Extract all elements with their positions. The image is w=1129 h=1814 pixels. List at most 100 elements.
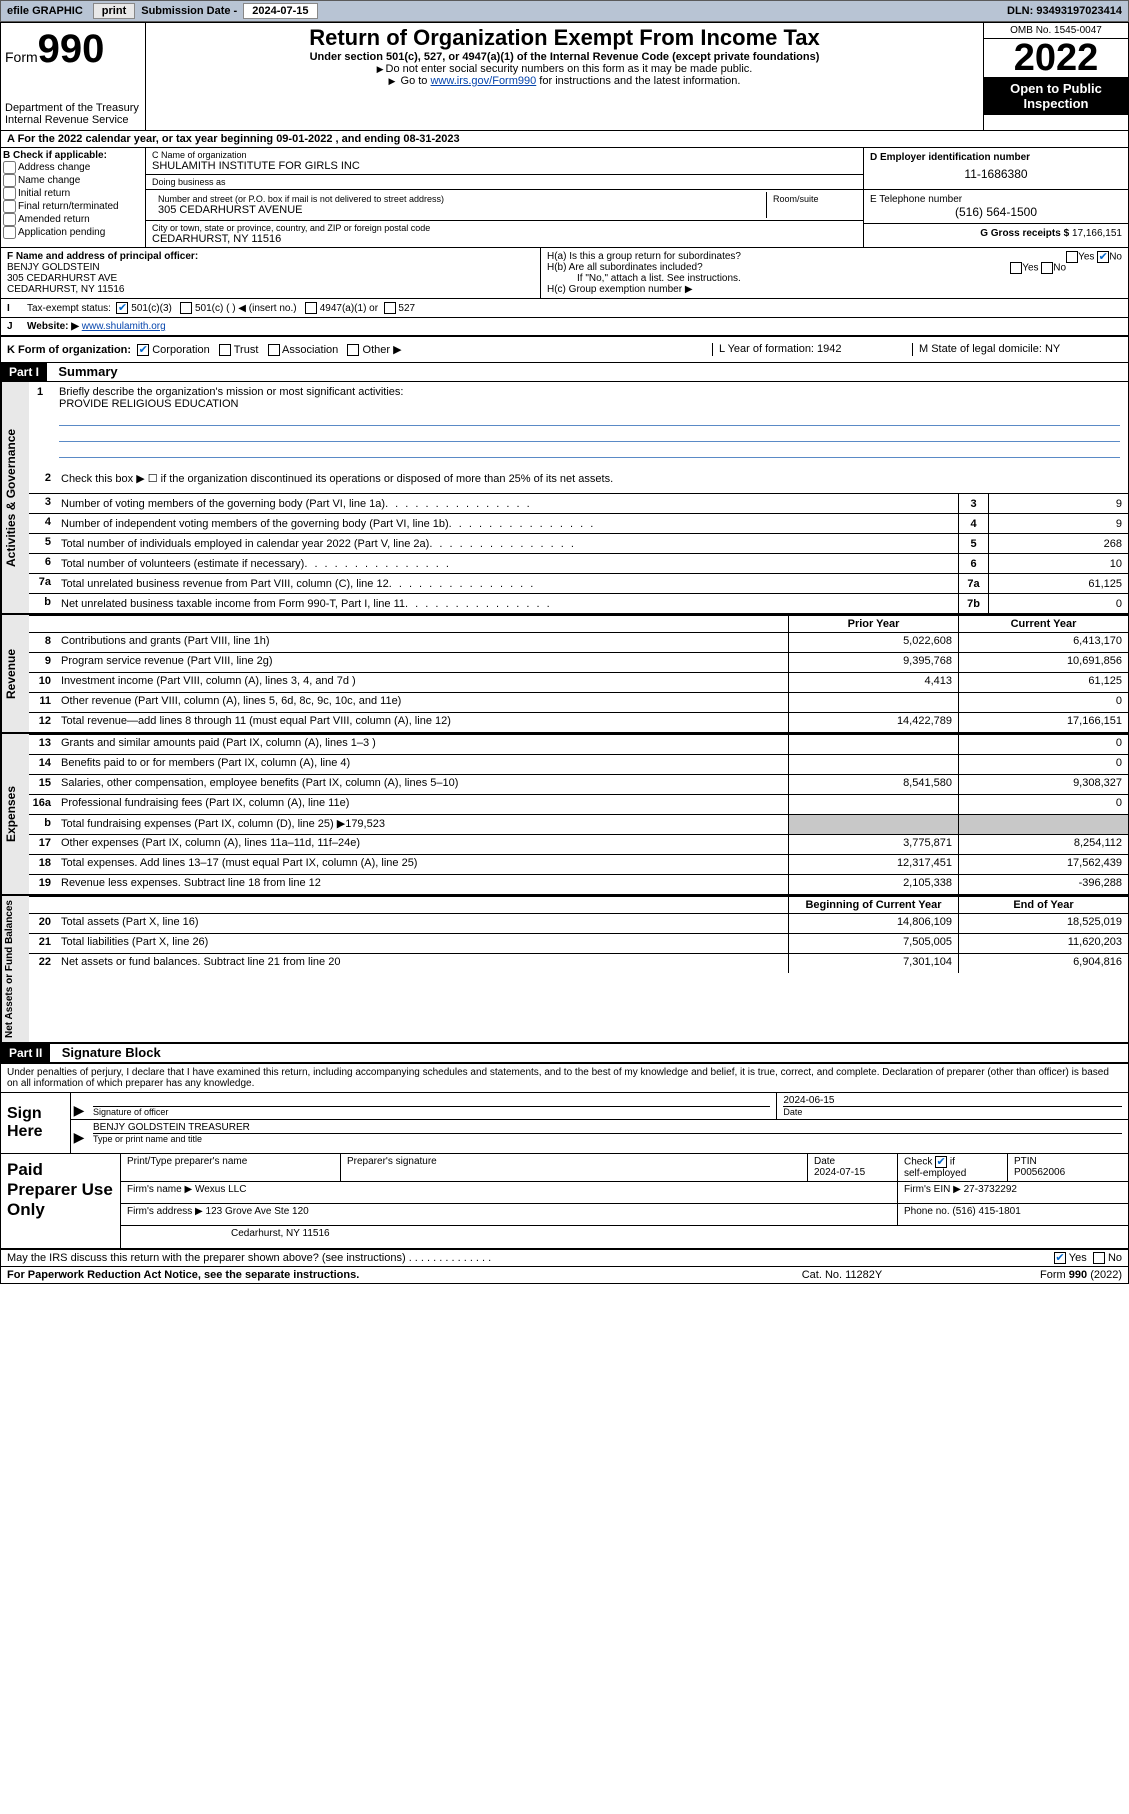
- header-mid: Return of Organization Exempt From Incom…: [146, 23, 983, 130]
- website-label: Website: ▶: [27, 321, 79, 332]
- gov-line: 6Total number of volunteers (estimate if…: [29, 553, 1128, 573]
- mission-text: PROVIDE RELIGIOUS EDUCATION: [59, 398, 239, 410]
- line2-discontinue: Check this box ▶ ☐ if the organization d…: [57, 470, 1128, 487]
- hb-label: H(b) Are all subordinates included?: [547, 262, 703, 273]
- data-line: bTotal fundraising expenses (Part IX, co…: [29, 814, 1128, 834]
- row-j: J Website: ▶ www.shulamith.org: [1, 318, 1128, 335]
- mission-line: [59, 412, 1120, 426]
- firm-addr1: 123 Grove Ave Ste 120: [206, 1206, 309, 1217]
- box-b-label: B Check if applicable:: [3, 150, 143, 161]
- firm-addr-label: Firm's address ▶: [127, 1206, 203, 1217]
- chk-name[interactable]: Name change: [3, 174, 143, 187]
- data-line: 11Other revenue (Part VIII, column (A), …: [29, 692, 1128, 712]
- activities-governance: Activities & Governance 1 Briefly descri…: [1, 382, 1128, 613]
- ptin: P00562006: [1014, 1167, 1065, 1178]
- data-line: 16aProfessional fundraising fees (Part I…: [29, 794, 1128, 814]
- gov-line: 7aTotal unrelated business revenue from …: [29, 573, 1128, 593]
- chk-other[interactable]: [347, 344, 359, 356]
- hc-label: H(c) Group exemption number ▶: [547, 284, 1122, 295]
- chk-selfemp[interactable]: [935, 1156, 947, 1168]
- gov-line: bNet unrelated business taxable income f…: [29, 593, 1128, 613]
- data-line: 9Program service revenue (Part VIII, lin…: [29, 652, 1128, 672]
- firm-ein-label: Firm's EIN ▶: [904, 1184, 961, 1195]
- sig-arrow-icon: ▶: [71, 1093, 87, 1119]
- room-label: Room/suite: [767, 192, 857, 218]
- chk-501c[interactable]: [180, 302, 192, 314]
- part1-title: Summary: [50, 362, 125, 381]
- chk-corp[interactable]: [137, 344, 149, 356]
- header-right: OMB No. 1545-0047 2022 Open to Public In…: [983, 23, 1128, 130]
- firm-phone-label: Phone no.: [904, 1206, 950, 1217]
- chk-527[interactable]: [384, 302, 396, 314]
- tax-year: 2022: [984, 39, 1128, 77]
- website-link[interactable]: www.shulamith.org: [82, 321, 166, 332]
- discuss-yes[interactable]: [1054, 1252, 1066, 1264]
- state-domicile: M State of legal domicile: NY: [912, 343, 1122, 356]
- data-line: 22Net assets or fund balances. Subtract …: [29, 953, 1128, 973]
- irs-label: Internal Revenue Service: [5, 114, 141, 126]
- header-left: Form990 Department of the Treasury Inter…: [1, 23, 146, 130]
- mission-label: Briefly describe the organization's miss…: [59, 386, 403, 398]
- print-button[interactable]: print: [93, 3, 135, 19]
- chk-501c3[interactable]: [116, 302, 128, 314]
- part1-label: Part I: [1, 363, 47, 381]
- data-line: 19Revenue less expenses. Subtract line 1…: [29, 874, 1128, 894]
- chk-address[interactable]: Address change: [3, 161, 143, 174]
- chk-trust[interactable]: [219, 344, 231, 356]
- chk-final[interactable]: Final return/terminated: [3, 200, 143, 213]
- data-line: 13Grants and similar amounts paid (Part …: [29, 734, 1128, 754]
- city-label: City or town, state or province, country…: [152, 223, 857, 233]
- pra-notice: For Paperwork Reduction Act Notice, see …: [7, 1269, 742, 1281]
- data-line: 14Benefits paid to or for members (Part …: [29, 754, 1128, 774]
- open-public: Open to Public Inspection: [984, 77, 1128, 115]
- ha-yes[interactable]: [1066, 251, 1078, 263]
- dept-treasury: Department of the Treasury: [5, 102, 141, 114]
- discuss-no[interactable]: [1093, 1252, 1105, 1264]
- sig-intro: Under penalties of perjury, I declare th…: [1, 1063, 1128, 1092]
- form-990: Form990 Department of the Treasury Inter…: [0, 22, 1129, 1284]
- prep-sig-hdr: Preparer's signature: [341, 1154, 808, 1181]
- ein: 11-1686380: [870, 163, 1122, 185]
- discuss-row: May the IRS discuss this return with the…: [1, 1250, 1128, 1267]
- data-line: 20Total assets (Part X, line 16)14,806,1…: [29, 913, 1128, 933]
- firm-addr2: Cedarhurst, NY 11516: [121, 1226, 1128, 1248]
- sig-date: 2024-06-15: [783, 1095, 1122, 1106]
- chk-initial[interactable]: Initial return: [3, 187, 143, 200]
- hb-no[interactable]: [1041, 262, 1053, 274]
- revenue-section: Revenue Prior Year Current Year 8Contrib…: [1, 613, 1128, 732]
- ptin-hdr: PTIN: [1014, 1156, 1037, 1167]
- data-line: 12Total revenue—add lines 8 through 11 (…: [29, 712, 1128, 732]
- form-header: Form990 Department of the Treasury Inter…: [1, 23, 1128, 131]
- mission-line: [59, 444, 1120, 458]
- sub-date-label: Submission Date -: [135, 5, 243, 17]
- prep-name-hdr: Print/Type preparer's name: [121, 1154, 341, 1181]
- data-line: 18Total expenses. Add lines 13–17 (must …: [29, 854, 1128, 874]
- netassets-section: Net Assets or Fund Balances Beginning of…: [1, 894, 1128, 1042]
- gross-label: G Gross receipts $: [980, 228, 1069, 239]
- hb-yes[interactable]: [1010, 262, 1022, 274]
- box-b: B Check if applicable: Address change Na…: [1, 148, 146, 247]
- sig-name: BENJY GOLDSTEIN TREASURER: [93, 1122, 1122, 1133]
- firm-ein: 27-3732292: [964, 1184, 1017, 1195]
- sign-block: Sign Here ▶ Signature of officer 2024-06…: [1, 1092, 1128, 1154]
- cat-no: Cat. No. 11282Y: [742, 1269, 942, 1281]
- chk-pending[interactable]: Application pending: [3, 226, 143, 239]
- section-fhij: F Name and address of principal officer:…: [1, 248, 1128, 337]
- addr: 305 CEDARHURST AVENUE: [158, 204, 760, 216]
- ein-label: D Employer identification number: [870, 152, 1122, 163]
- irs-link[interactable]: www.irs.gov/Form990: [430, 75, 536, 87]
- section-bcde: B Check if applicable: Address change Na…: [1, 148, 1128, 248]
- hdr-current: Current Year: [958, 616, 1128, 632]
- vtab-expenses: Expenses: [1, 734, 29, 894]
- gov-line: 5Total number of individuals employed in…: [29, 533, 1128, 553]
- footer: For Paperwork Reduction Act Notice, see …: [1, 1267, 1128, 1283]
- preparer-title: Paid Preparer Use Only: [1, 1154, 121, 1248]
- org-name-label: C Name of organization: [152, 150, 857, 160]
- note-ssn: Do not enter social security numbers on …: [150, 63, 979, 75]
- preparer-block: Paid Preparer Use Only Print/Type prepar…: [1, 1154, 1128, 1250]
- chk-4947[interactable]: [305, 302, 317, 314]
- ha-no[interactable]: [1097, 251, 1109, 263]
- chk-assoc[interactable]: [268, 344, 280, 356]
- chk-amended[interactable]: Amended return: [3, 213, 143, 226]
- officer-addr2: CEDARHURST, NY 11516: [7, 284, 124, 295]
